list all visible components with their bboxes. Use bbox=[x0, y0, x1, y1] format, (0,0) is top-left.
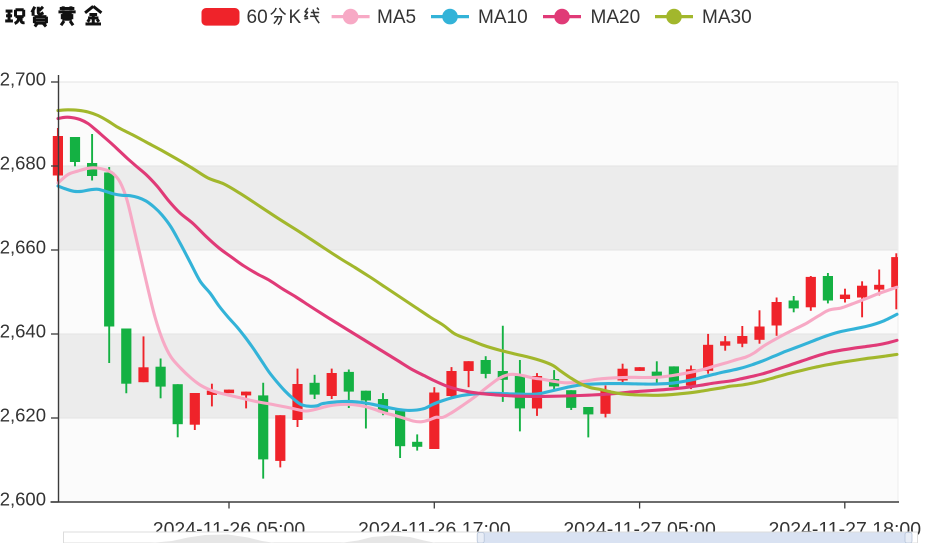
svg-text:MA5: MA5 bbox=[377, 7, 416, 28]
svg-text:2,620: 2,620 bbox=[0, 405, 46, 426]
svg-text:K: K bbox=[289, 7, 302, 28]
svg-text:2,600: 2,600 bbox=[0, 489, 46, 510]
svg-text:MA20: MA20 bbox=[591, 7, 641, 28]
svg-text:2,640: 2,640 bbox=[0, 321, 46, 342]
svg-text:MA10: MA10 bbox=[478, 7, 528, 28]
svg-text:2,660: 2,660 bbox=[0, 237, 46, 258]
svg-text:2,680: 2,680 bbox=[0, 153, 46, 174]
svg-text:2,700: 2,700 bbox=[0, 69, 46, 90]
svg-text:60: 60 bbox=[247, 7, 268, 28]
svg-text:MA30: MA30 bbox=[702, 7, 752, 28]
